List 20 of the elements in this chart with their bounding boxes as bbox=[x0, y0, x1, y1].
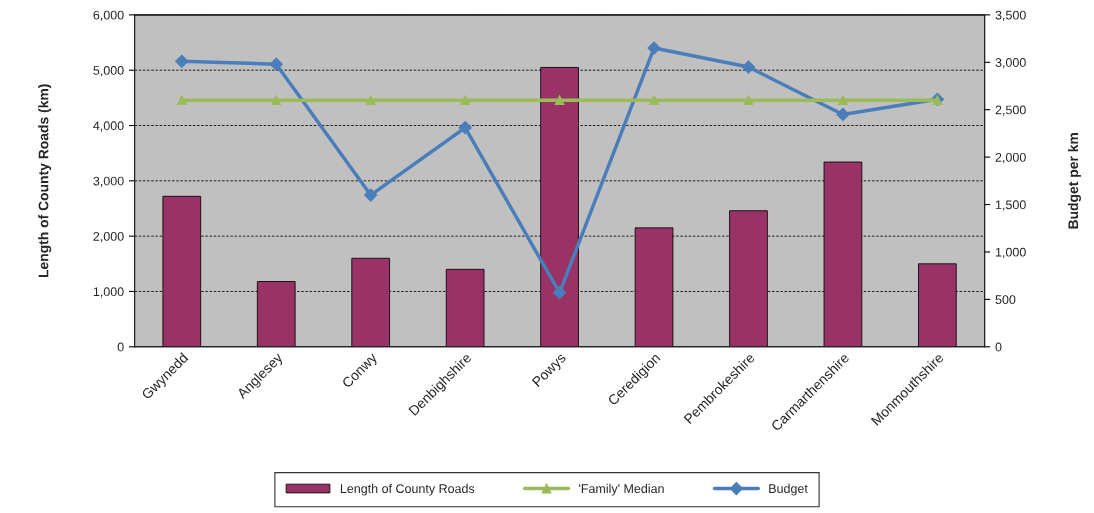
y-tick-label: 0 bbox=[117, 342, 124, 352]
y2-tick-label: 2,000 bbox=[995, 152, 1026, 164]
y-tick-label: 1,000 bbox=[93, 287, 124, 298]
y-axis-title: Length of County Roads (km) bbox=[38, 84, 52, 278]
y2-tick-label: 1,500 bbox=[995, 200, 1026, 211]
y-tick-label: 4,000 bbox=[93, 121, 124, 132]
y-tick-label: 2,000 bbox=[93, 231, 124, 243]
y2-tick-label: 3,000 bbox=[995, 58, 1026, 69]
y-tick-label: 6,000 bbox=[93, 10, 124, 22]
y2-tick-label: 2,500 bbox=[995, 105, 1026, 116]
y2-axis-title: Budget per km bbox=[1067, 133, 1081, 229]
legend-label: 'Family' Median bbox=[579, 483, 664, 496]
y2-tick-label: 500 bbox=[995, 295, 1016, 305]
y2-tick-label: 1,000 bbox=[995, 247, 1026, 259]
y2-tick-label: 0 bbox=[995, 342, 1002, 352]
y2-tick-label: 3,500 bbox=[995, 10, 1026, 22]
legend-label: Budget bbox=[769, 483, 808, 496]
y-tick-label: 5,000 bbox=[93, 66, 124, 77]
legend-label: Length of County Roads bbox=[340, 483, 475, 496]
y-tick-label: 3,000 bbox=[93, 176, 124, 187]
